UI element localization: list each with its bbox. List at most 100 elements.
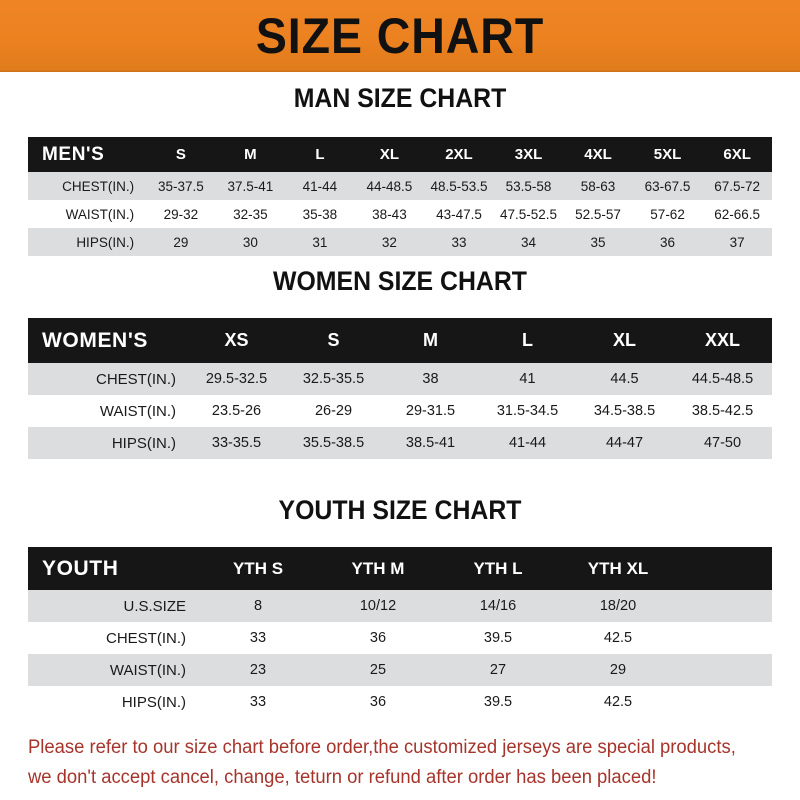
youth-waist-l: 27 [489, 662, 507, 678]
men-col-3: L [315, 146, 325, 163]
men-waist-5xl: 57-62 [650, 206, 685, 222]
women-col-1: XS [224, 330, 249, 350]
women-chest-s: 32.5-35.5 [302, 371, 365, 387]
youth-cell-spacer [678, 686, 772, 718]
disclaimer-line-1: Please refer to our size chart before or… [28, 737, 736, 758]
men-col-2: M [244, 146, 257, 163]
women-waist-xs: 23.5-26 [211, 403, 262, 419]
men-waist-l: 35-38 [302, 206, 338, 222]
men-chest-6xl: 67.5-72 [714, 178, 761, 194]
disclaimer-line-2: we don't accept cancel, change, teturn o… [28, 767, 657, 788]
men-waist-s: 29-32 [163, 206, 199, 222]
women-hips-xxl: 47-50 [703, 435, 742, 451]
youth-section-title: YOUTH SIZE CHART [278, 495, 522, 525]
men-waist-3xl: 47.5-52.5 [499, 206, 558, 222]
women-col-2: S [327, 330, 340, 350]
youth-cell-spacer [678, 590, 772, 622]
men-hips-2xl: 33 [451, 234, 467, 250]
women-waist-s: 26-29 [314, 403, 353, 419]
table-row: WAIST(IN.) 23.5-26 26-29 29-31.5 31.5-34… [28, 395, 772, 427]
women-table-header-row: WOMEN'S XS S M L XL XXL [28, 318, 772, 363]
men-hips-5xl: 36 [660, 234, 676, 250]
youth-size-table: YOUTH YTH S YTH M YTH L YTH XL U.S.SIZE … [28, 547, 772, 718]
youth-corner-label: YOUTH [42, 556, 119, 580]
men-chest-3xl: 53.5-58 [505, 178, 552, 194]
youth-ussize-m: 10/12 [359, 598, 397, 614]
men-row-label-waist: WAIST(IN.) [65, 206, 135, 222]
men-hips-3xl: 34 [520, 234, 537, 250]
women-row-label-waist: WAIST(IN.) [99, 402, 176, 420]
men-waist-m: 32-35 [233, 206, 268, 222]
men-col-7: 4XL [584, 146, 612, 163]
men-hips-m: 30 [242, 234, 258, 250]
youth-chest-m: 36 [369, 630, 387, 646]
women-col-6: XXL [704, 330, 740, 350]
men-hips-6xl: 37 [729, 234, 745, 250]
table-row: U.S.SIZE 8 10/12 14/16 18/20 [28, 590, 772, 622]
men-waist-4xl: 52.5-57 [575, 206, 621, 222]
youth-row-label-waist: WAIST(IN.) [109, 661, 186, 679]
men-hips-l: 31 [312, 234, 328, 250]
youth-hips-xl: 42.5 [603, 694, 633, 710]
table-row: CHEST(IN.) 29.5-32.5 32.5-35.5 38 41 44.… [28, 363, 772, 395]
youth-hips-m: 36 [369, 694, 387, 710]
women-waist-xxl: 38.5-42.5 [691, 403, 754, 419]
women-hips-m: 38.5-41 [405, 435, 456, 451]
women-waist-m: 29-31.5 [405, 403, 456, 419]
women-size-table: WOMEN'S XS S M L XL XXL CHEST(IN.) 29.5-… [28, 318, 772, 459]
table-row: HIPS(IN.) 29 30 31 32 33 34 35 36 37 [28, 228, 772, 256]
men-chest-m: 37.5-41 [227, 178, 274, 194]
women-chest-xs: 29.5-32.5 [205, 371, 268, 387]
women-row-label-hips: HIPS(IN.) [111, 434, 176, 452]
men-col-5: 2XL [445, 146, 473, 163]
youth-ussize-xl: 18/20 [599, 598, 637, 614]
youth-table-header-row: YOUTH YTH S YTH M YTH L YTH XL [28, 547, 772, 590]
youth-waist-s: 23 [249, 662, 267, 678]
women-hips-xl: 44-47 [605, 435, 644, 451]
table-row: CHEST(IN.) 35-37.5 37.5-41 41-44 44-48.5… [28, 172, 772, 200]
youth-col-1: YTH S [232, 558, 284, 578]
women-hips-xs: 33-35.5 [211, 435, 262, 451]
women-chest-l: 41 [519, 371, 536, 387]
man-section-title: MAN SIZE CHART [293, 83, 507, 113]
youth-ussize-s: 8 [253, 598, 263, 614]
disclaimer-text: Please refer to our size chart before or… [28, 733, 757, 793]
men-chest-xl: 44-48.5 [366, 178, 413, 194]
youth-chest-xl: 42.5 [603, 630, 633, 646]
youth-chest-s: 33 [249, 630, 267, 646]
women-col-5: XL [612, 330, 636, 350]
men-col-9: 6XL [723, 146, 751, 163]
men-corner-label: MEN'S [42, 143, 105, 165]
table-row: CHEST(IN.) 33 36 39.5 42.5 [28, 622, 772, 654]
youth-chest-l: 39.5 [483, 630, 513, 646]
men-chest-l: 41-44 [302, 178, 338, 194]
men-chest-2xl: 48.5-53.5 [430, 178, 488, 194]
men-hips-xl: 32 [381, 234, 397, 250]
youth-waist-xl: 29 [609, 662, 627, 678]
men-waist-6xl: 62-66.5 [714, 206, 761, 222]
men-chest-4xl: 58-63 [580, 178, 616, 194]
table-row: WAIST(IN.) 23 25 27 29 [28, 654, 772, 686]
youth-cell-spacer [678, 622, 772, 654]
youth-col-4: YTH XL [587, 558, 649, 578]
women-corner-label: WOMEN'S [42, 328, 149, 352]
men-col-4: XL [379, 146, 400, 163]
women-section-title: WOMEN SIZE CHART [273, 266, 527, 296]
men-size-table: MEN'S S M L XL 2XL 3XL 4XL 5XL 6XL CHEST… [28, 137, 772, 256]
youth-row-label-chest: CHEST(IN.) [106, 629, 186, 647]
women-chest-m: 38 [422, 371, 439, 387]
men-row-label-hips: HIPS(IN.) [76, 234, 135, 250]
youth-col-3: YTH L [473, 558, 523, 578]
men-chest-s: 35-37.5 [157, 178, 204, 194]
youth-row-label-ussize: U.S.SIZE [123, 597, 186, 615]
men-table-header-row: MEN'S S M L XL 2XL 3XL 4XL 5XL 6XL [28, 137, 772, 172]
men-col-8: 5XL [653, 146, 682, 163]
table-row: WAIST(IN.) 29-32 32-35 35-38 38-43 43-47… [28, 200, 772, 228]
youth-row-label-hips: HIPS(IN.) [121, 693, 186, 711]
youth-cell-spacer [678, 654, 772, 686]
youth-ussize-l: 14/16 [479, 598, 517, 614]
men-waist-2xl: 43-47.5 [436, 206, 482, 222]
women-col-4: L [522, 330, 533, 350]
page-title: SIZE CHART [255, 8, 545, 64]
